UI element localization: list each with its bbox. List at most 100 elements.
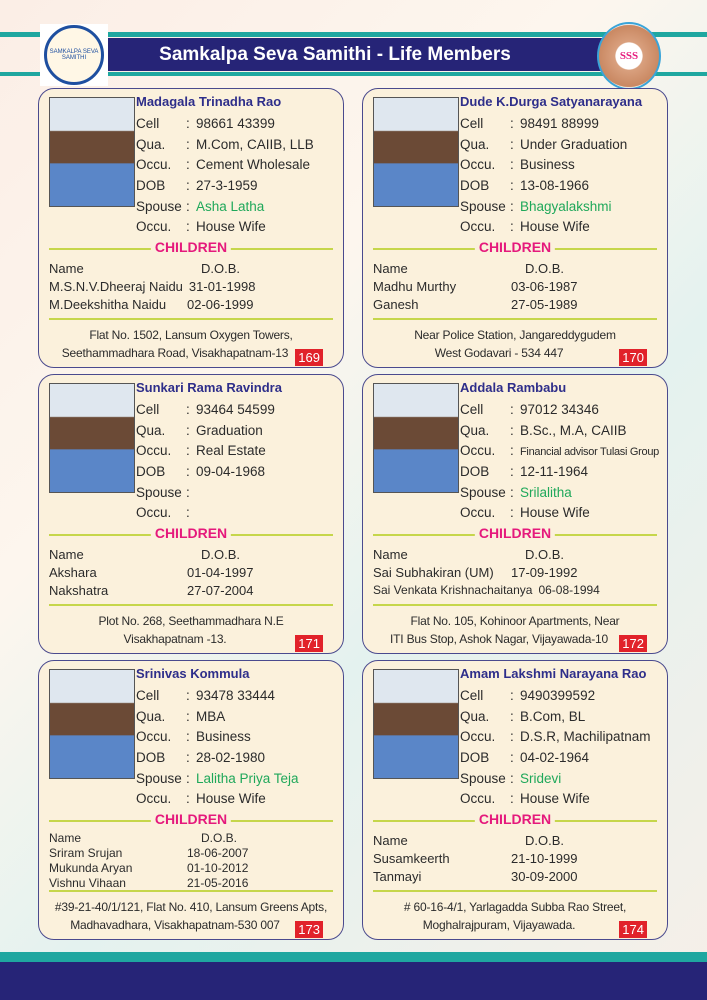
child-name: Susamkeerth bbox=[373, 851, 450, 866]
child-row: Akshara 01-04-1997 bbox=[49, 565, 335, 580]
separator: : bbox=[510, 729, 514, 744]
children-header-row: Name D.O.B. bbox=[373, 833, 659, 848]
field-label: Occu. bbox=[136, 157, 172, 172]
field-occu: Occu.: Business bbox=[460, 157, 575, 172]
field-spouse: Spouse: Bhagyalakshmi bbox=[460, 199, 612, 214]
field-label: Spouse bbox=[460, 771, 506, 786]
field-label: Occu. bbox=[136, 729, 172, 744]
child-row: M.Deekshitha Naidu 02-06-1999 bbox=[49, 297, 335, 312]
children-heading: CHILDREN bbox=[49, 525, 333, 541]
child-row: Madhu Murthy 03-06-1987 bbox=[373, 279, 659, 294]
field-qua: Qua.: B.Sc., M.A, CAIIB bbox=[460, 423, 627, 438]
footer-stripe bbox=[0, 952, 707, 962]
field-value: House Wife bbox=[196, 791, 266, 806]
separator: : bbox=[510, 505, 514, 520]
samithi-logo: SAMKALPA SEVA SAMITHI bbox=[40, 24, 108, 86]
field-occu: Occu.: Financial advisor Tulasi Group bbox=[460, 443, 659, 458]
child-row: Sai Subhakiran (UM) 17-09-1992 bbox=[373, 565, 659, 580]
member-name: Srinivas Kommula bbox=[136, 666, 250, 681]
field-value: 28-02-1980 bbox=[196, 750, 266, 765]
separator: : bbox=[186, 485, 190, 500]
field-label: DOB bbox=[136, 750, 166, 765]
field-value: 93478 33444 bbox=[196, 688, 275, 703]
field-value: Srilalitha bbox=[520, 485, 572, 500]
dob-col: D.O.B. bbox=[525, 833, 565, 848]
field-label: Qua. bbox=[136, 137, 166, 152]
teal-stripe bbox=[0, 32, 707, 37]
child-dob: 21-05-2016 bbox=[187, 876, 249, 890]
address-line: #39-21-40/1/121, Flat No. 410, Lansum Gr… bbox=[54, 900, 328, 914]
field-label: DOB bbox=[460, 178, 490, 193]
field-occu: Occu.: D.S.R, Machilipatnam bbox=[460, 729, 651, 744]
address-line: Seethammadhara Road, Visakhapatnam-13 bbox=[61, 346, 289, 360]
child-name: Nakshatra bbox=[49, 583, 109, 598]
child-row: Mukunda Aryan 01-10-2012 bbox=[49, 861, 335, 875]
member-card: Madagala Trinadha Rao Cell:98661 43399 Qua… bbox=[38, 88, 344, 368]
field-value: 12-11-1964 bbox=[520, 464, 589, 479]
separator: : bbox=[510, 199, 514, 214]
name-col: Name bbox=[49, 261, 84, 276]
divider bbox=[373, 890, 657, 892]
field-value: Business bbox=[196, 729, 251, 744]
address: Flat No. 1502, Lansum Oxygen Towers, Seet… bbox=[43, 326, 339, 362]
field-value: 04-02-1964 bbox=[520, 750, 590, 765]
separator: : bbox=[186, 505, 190, 520]
children-title: CHILDREN bbox=[474, 811, 556, 827]
dob-col: D.O.B. bbox=[525, 261, 565, 276]
child-row: Nakshatra 27-07-2004 bbox=[49, 583, 335, 598]
child-name: Akshara bbox=[49, 565, 97, 580]
address-line: Plot No. 268, Seethammadhara N.E bbox=[98, 614, 284, 628]
field-value: M.Com, CAIIB, LLB bbox=[196, 137, 314, 152]
separator: : bbox=[510, 219, 514, 234]
separator: : bbox=[510, 178, 514, 193]
separator: : bbox=[510, 791, 514, 806]
separator: : bbox=[186, 219, 190, 234]
member-name: Sunkari Rama Ravindra bbox=[136, 380, 282, 395]
child-name: Mukunda Aryan bbox=[49, 861, 133, 875]
field-label: Cell bbox=[460, 688, 484, 703]
field-cell: Cell:98491 88999 bbox=[460, 116, 599, 131]
dob-col: D.O.B. bbox=[201, 261, 241, 276]
child-dob: 31-01-1998 bbox=[188, 279, 256, 294]
field-label: DOB bbox=[136, 178, 166, 193]
child-row: Ganesh 27-05-1989 bbox=[373, 297, 659, 312]
child-name: Vishnu Vihaan bbox=[49, 876, 126, 890]
child-row: M.S.N.V.Dheeraj Naidu 31-01-1998 bbox=[49, 279, 335, 294]
field-label: Occu. bbox=[460, 791, 496, 806]
field-spouse: Spouse: Lalitha Priya Teja bbox=[136, 771, 299, 786]
divider bbox=[49, 318, 333, 320]
child-name: Tanmayi bbox=[373, 869, 422, 884]
member-photo bbox=[49, 669, 135, 779]
field-value: 93464 54599 bbox=[196, 402, 275, 417]
field-spouse: Spouse: Sridevi bbox=[460, 771, 561, 786]
child-dob: 30-09-2000 bbox=[511, 869, 578, 884]
field-label: Occu. bbox=[136, 791, 172, 806]
separator: : bbox=[510, 464, 514, 479]
field-label: Occu. bbox=[136, 443, 172, 458]
field-occu: Occu.: Cement Wholesale bbox=[136, 157, 310, 172]
divider bbox=[49, 890, 333, 892]
child-name: Sai Venkata Krishnachaitanya bbox=[373, 583, 533, 597]
separator: : bbox=[186, 688, 190, 703]
field-spouse-occu: Occu.: House Wife bbox=[460, 505, 590, 520]
address: Near Police Station, Jangareddygudem West… bbox=[367, 326, 663, 362]
member-number-badge: 169 bbox=[295, 349, 323, 366]
field-dob: DOB:04-02-1964 bbox=[460, 750, 589, 765]
name-col: Name bbox=[49, 831, 82, 845]
member-name: Addala Rambabu bbox=[460, 380, 567, 395]
children-title: CHILDREN bbox=[474, 239, 556, 255]
field-label: Occu. bbox=[460, 219, 496, 234]
field-value: House Wife bbox=[520, 219, 590, 234]
separator: : bbox=[510, 402, 514, 417]
field-label: Spouse bbox=[136, 199, 182, 214]
separator: : bbox=[510, 116, 514, 131]
separator: : bbox=[510, 157, 514, 172]
name-col: Name bbox=[373, 547, 408, 562]
field-dob: DOB:13-08-1966 bbox=[460, 178, 589, 193]
child-row: Susamkeerth 21-10-1999 bbox=[373, 851, 659, 866]
member-photo bbox=[49, 383, 135, 493]
field-qua: Qua.: Under Graduation bbox=[460, 137, 627, 152]
field-value: D.S.R, Machilipatnam bbox=[520, 729, 651, 744]
separator: : bbox=[186, 709, 190, 724]
